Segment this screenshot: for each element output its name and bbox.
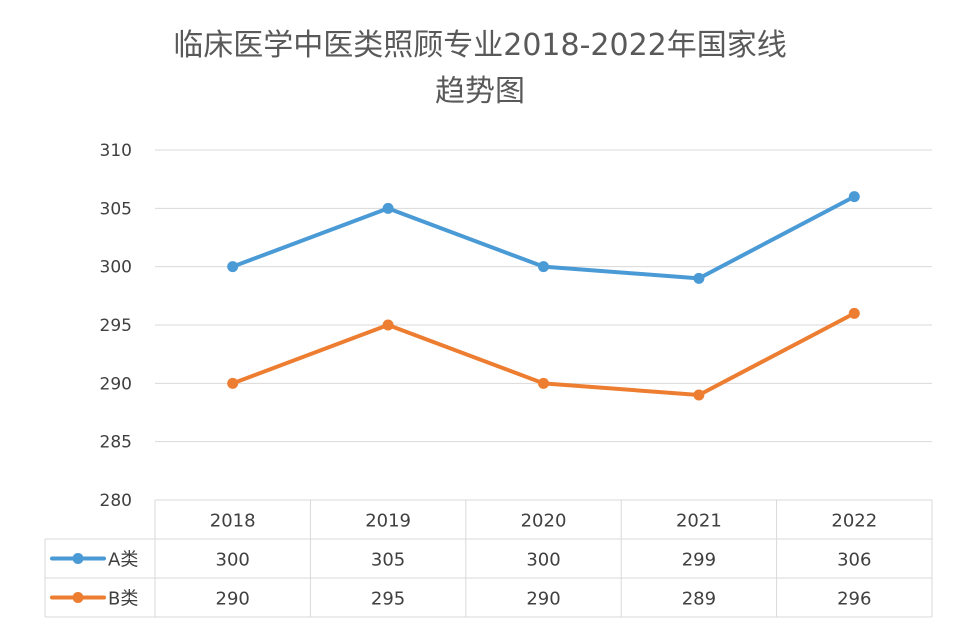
data-point — [227, 261, 239, 273]
y-tick-label: 310 — [100, 141, 132, 161]
table-value-cell: 300 — [216, 550, 250, 571]
x-category-label: 2021 — [676, 511, 722, 532]
table-value-cell: 296 — [837, 589, 871, 610]
y-tick-label: 300 — [100, 258, 132, 278]
data-point — [227, 377, 239, 389]
data-point — [538, 377, 549, 389]
chart-subtitle: 趋势图 — [435, 74, 525, 109]
y-axis: 280 285 290 295 300 305 310 — [100, 141, 132, 511]
x-category-label: 2018 — [210, 511, 256, 532]
gridlines — [155, 149, 932, 443]
y-tick-label: 305 — [100, 199, 132, 219]
data-point — [538, 261, 549, 273]
table-value-cell: 299 — [682, 550, 716, 571]
legend-label: A类 — [108, 550, 138, 571]
data-point — [382, 319, 394, 331]
x-category-label: 2020 — [521, 511, 567, 532]
table-value-cell: 305 — [371, 550, 405, 571]
chart-title: 临床医学中医类照顾专业2018-2022年国家线 — [173, 28, 787, 63]
data-point — [848, 191, 860, 203]
legend-key-marker — [72, 553, 84, 564]
y-tick-label: 290 — [100, 374, 132, 394]
y-tick-label: 285 — [100, 433, 132, 453]
series-lines — [227, 191, 860, 401]
data-point — [848, 307, 860, 319]
y-tick-label: 295 — [100, 316, 132, 336]
data-point — [693, 272, 705, 284]
legend-key-marker — [72, 592, 84, 603]
table-value-cell: 289 — [682, 589, 716, 610]
y-tick-label: 280 — [100, 491, 132, 511]
x-category-label: 2019 — [365, 511, 411, 532]
table-value-cell: 306 — [837, 550, 871, 571]
data-point — [693, 389, 705, 401]
table-value-cell: 290 — [216, 589, 250, 610]
legend-label: B类 — [108, 589, 138, 610]
table-value-cell: 300 — [526, 550, 560, 571]
table-value-cell: 290 — [526, 589, 560, 610]
data-table: 2018 2019 2020 2021 2022 A类 300 305 300 299 306 B类 2… — [44, 499, 933, 618]
x-category-label: 2022 — [831, 511, 877, 532]
table-value-cell: 295 — [371, 589, 405, 610]
data-point — [382, 202, 394, 214]
